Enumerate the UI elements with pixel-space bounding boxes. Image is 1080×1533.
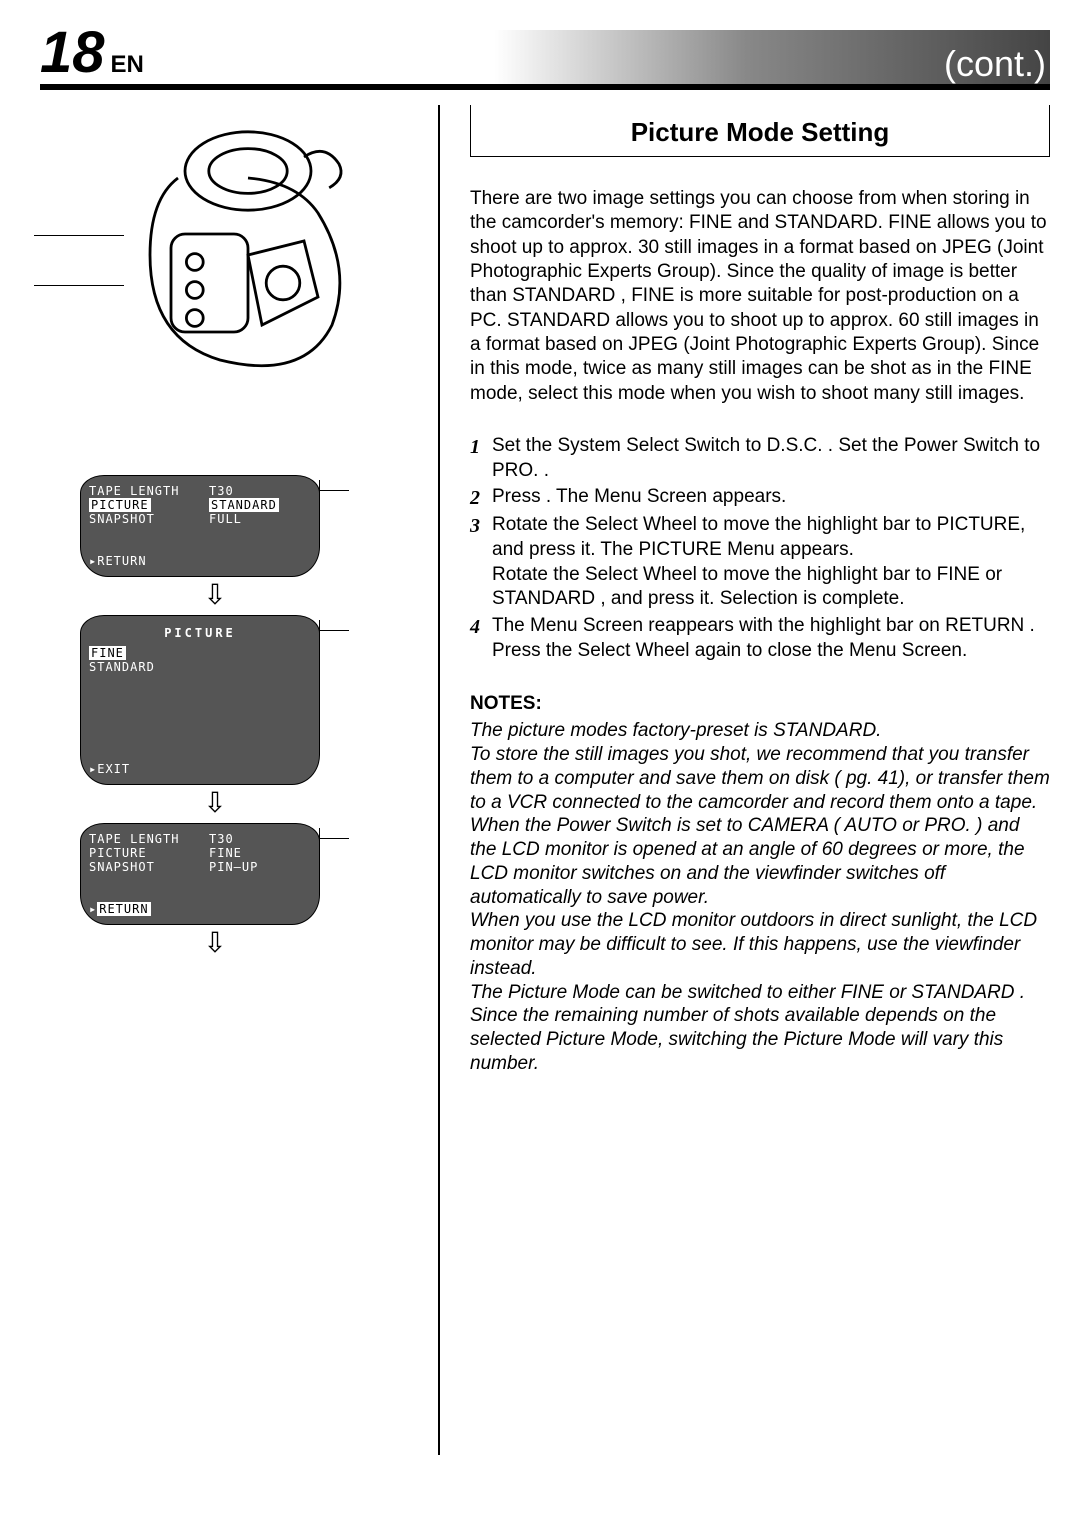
- menu-screens: TAPE LENGTHT30PICTURESTANDARDSNAPSHOTFUL…: [80, 475, 350, 957]
- step: 1Set the System Select Switch to D.S.C. …: [470, 434, 1050, 483]
- steps-list: 1Set the System Select Switch to D.S.C. …: [470, 434, 1050, 664]
- left-column: TAPE LENGTHT30PICTURESTANDARDSNAPSHOTFUL…: [40, 105, 440, 1455]
- section-title-box: Picture Mode Setting: [470, 105, 1050, 157]
- arrow-down-icon: ⇩: [80, 581, 350, 609]
- lcd-row: FINE: [89, 646, 311, 660]
- step-number: 3: [470, 513, 492, 612]
- arrow-down-icon: ⇩: [80, 789, 350, 817]
- page-header: 18EN (cont.): [40, 30, 1050, 90]
- lcd-row: SNAPSHOTFULL: [89, 512, 311, 526]
- lcd-screen-3: TAPE LENGTHT30PICTUREFINESNAPSHOTPIN–UP …: [80, 823, 320, 925]
- page-number: 18: [40, 20, 105, 85]
- step: 4The Menu Screen reappears with the high…: [470, 614, 1050, 663]
- lcd-title: PICTURE: [89, 624, 311, 640]
- leader-line: [34, 235, 124, 236]
- right-column: Picture Mode Setting There are two image…: [460, 105, 1050, 1455]
- leader-line: [319, 490, 349, 491]
- leader-line: [319, 630, 349, 631]
- lcd-row: SNAPSHOTPIN–UP: [89, 860, 311, 874]
- leader-line: [34, 285, 124, 286]
- section-title: Picture Mode Setting: [471, 117, 1049, 148]
- manual-page: 18EN (cont.): [0, 0, 1080, 1533]
- step-text: Press . The Menu Screen appears.: [492, 485, 1050, 511]
- columns: TAPE LENGTHT30PICTURESTANDARDSNAPSHOTFUL…: [40, 105, 1050, 1455]
- lcd-screen-2: PICTURE FINESTANDARD ▸EXIT: [80, 615, 320, 785]
- lcd-row: TAPE LENGTHT30: [89, 484, 311, 498]
- arrow-down-icon: ⇩: [80, 929, 350, 957]
- lcd-row: PICTURESTANDARD: [89, 498, 311, 512]
- camcorder-icon: [94, 115, 374, 395]
- continued-label: (cont.): [944, 46, 1050, 82]
- lcd-exit: ▸EXIT: [89, 750, 311, 776]
- lcd-row: PICTUREFINE: [89, 846, 311, 860]
- page-lang: EN: [111, 51, 144, 78]
- step: 3Rotate the Select Wheel to move the hig…: [470, 513, 1050, 612]
- camcorder-illustration: [94, 115, 374, 395]
- lcd-return: ▸RETURN: [89, 554, 311, 568]
- lcd-screen-1: TAPE LENGTHT30PICTURESTANDARDSNAPSHOTFUL…: [80, 475, 320, 577]
- step: 2Press . The Menu Screen appears.: [470, 485, 1050, 511]
- notes-body: The picture modes factory-preset is STAN…: [470, 719, 1050, 1075]
- intro-paragraph: There are two image settings you can cho…: [470, 187, 1050, 406]
- lcd-row: TAPE LENGTHT30: [89, 832, 311, 846]
- step-text: Set the System Select Switch to D.S.C. .…: [492, 434, 1050, 483]
- notes-heading: NOTES:: [470, 693, 1050, 715]
- step-number: 1: [470, 434, 492, 483]
- step-text: Rotate the Select Wheel to move the high…: [492, 513, 1050, 612]
- leader-line: [319, 838, 349, 839]
- page-number-block: 18EN: [40, 24, 144, 82]
- step-number: 2: [470, 485, 492, 511]
- step-text: The Menu Screen reappears with the highl…: [492, 614, 1050, 663]
- lcd-row: STANDARD: [89, 660, 311, 674]
- step-number: 4: [470, 614, 492, 663]
- lcd-return: ▸RETURN: [89, 902, 311, 916]
